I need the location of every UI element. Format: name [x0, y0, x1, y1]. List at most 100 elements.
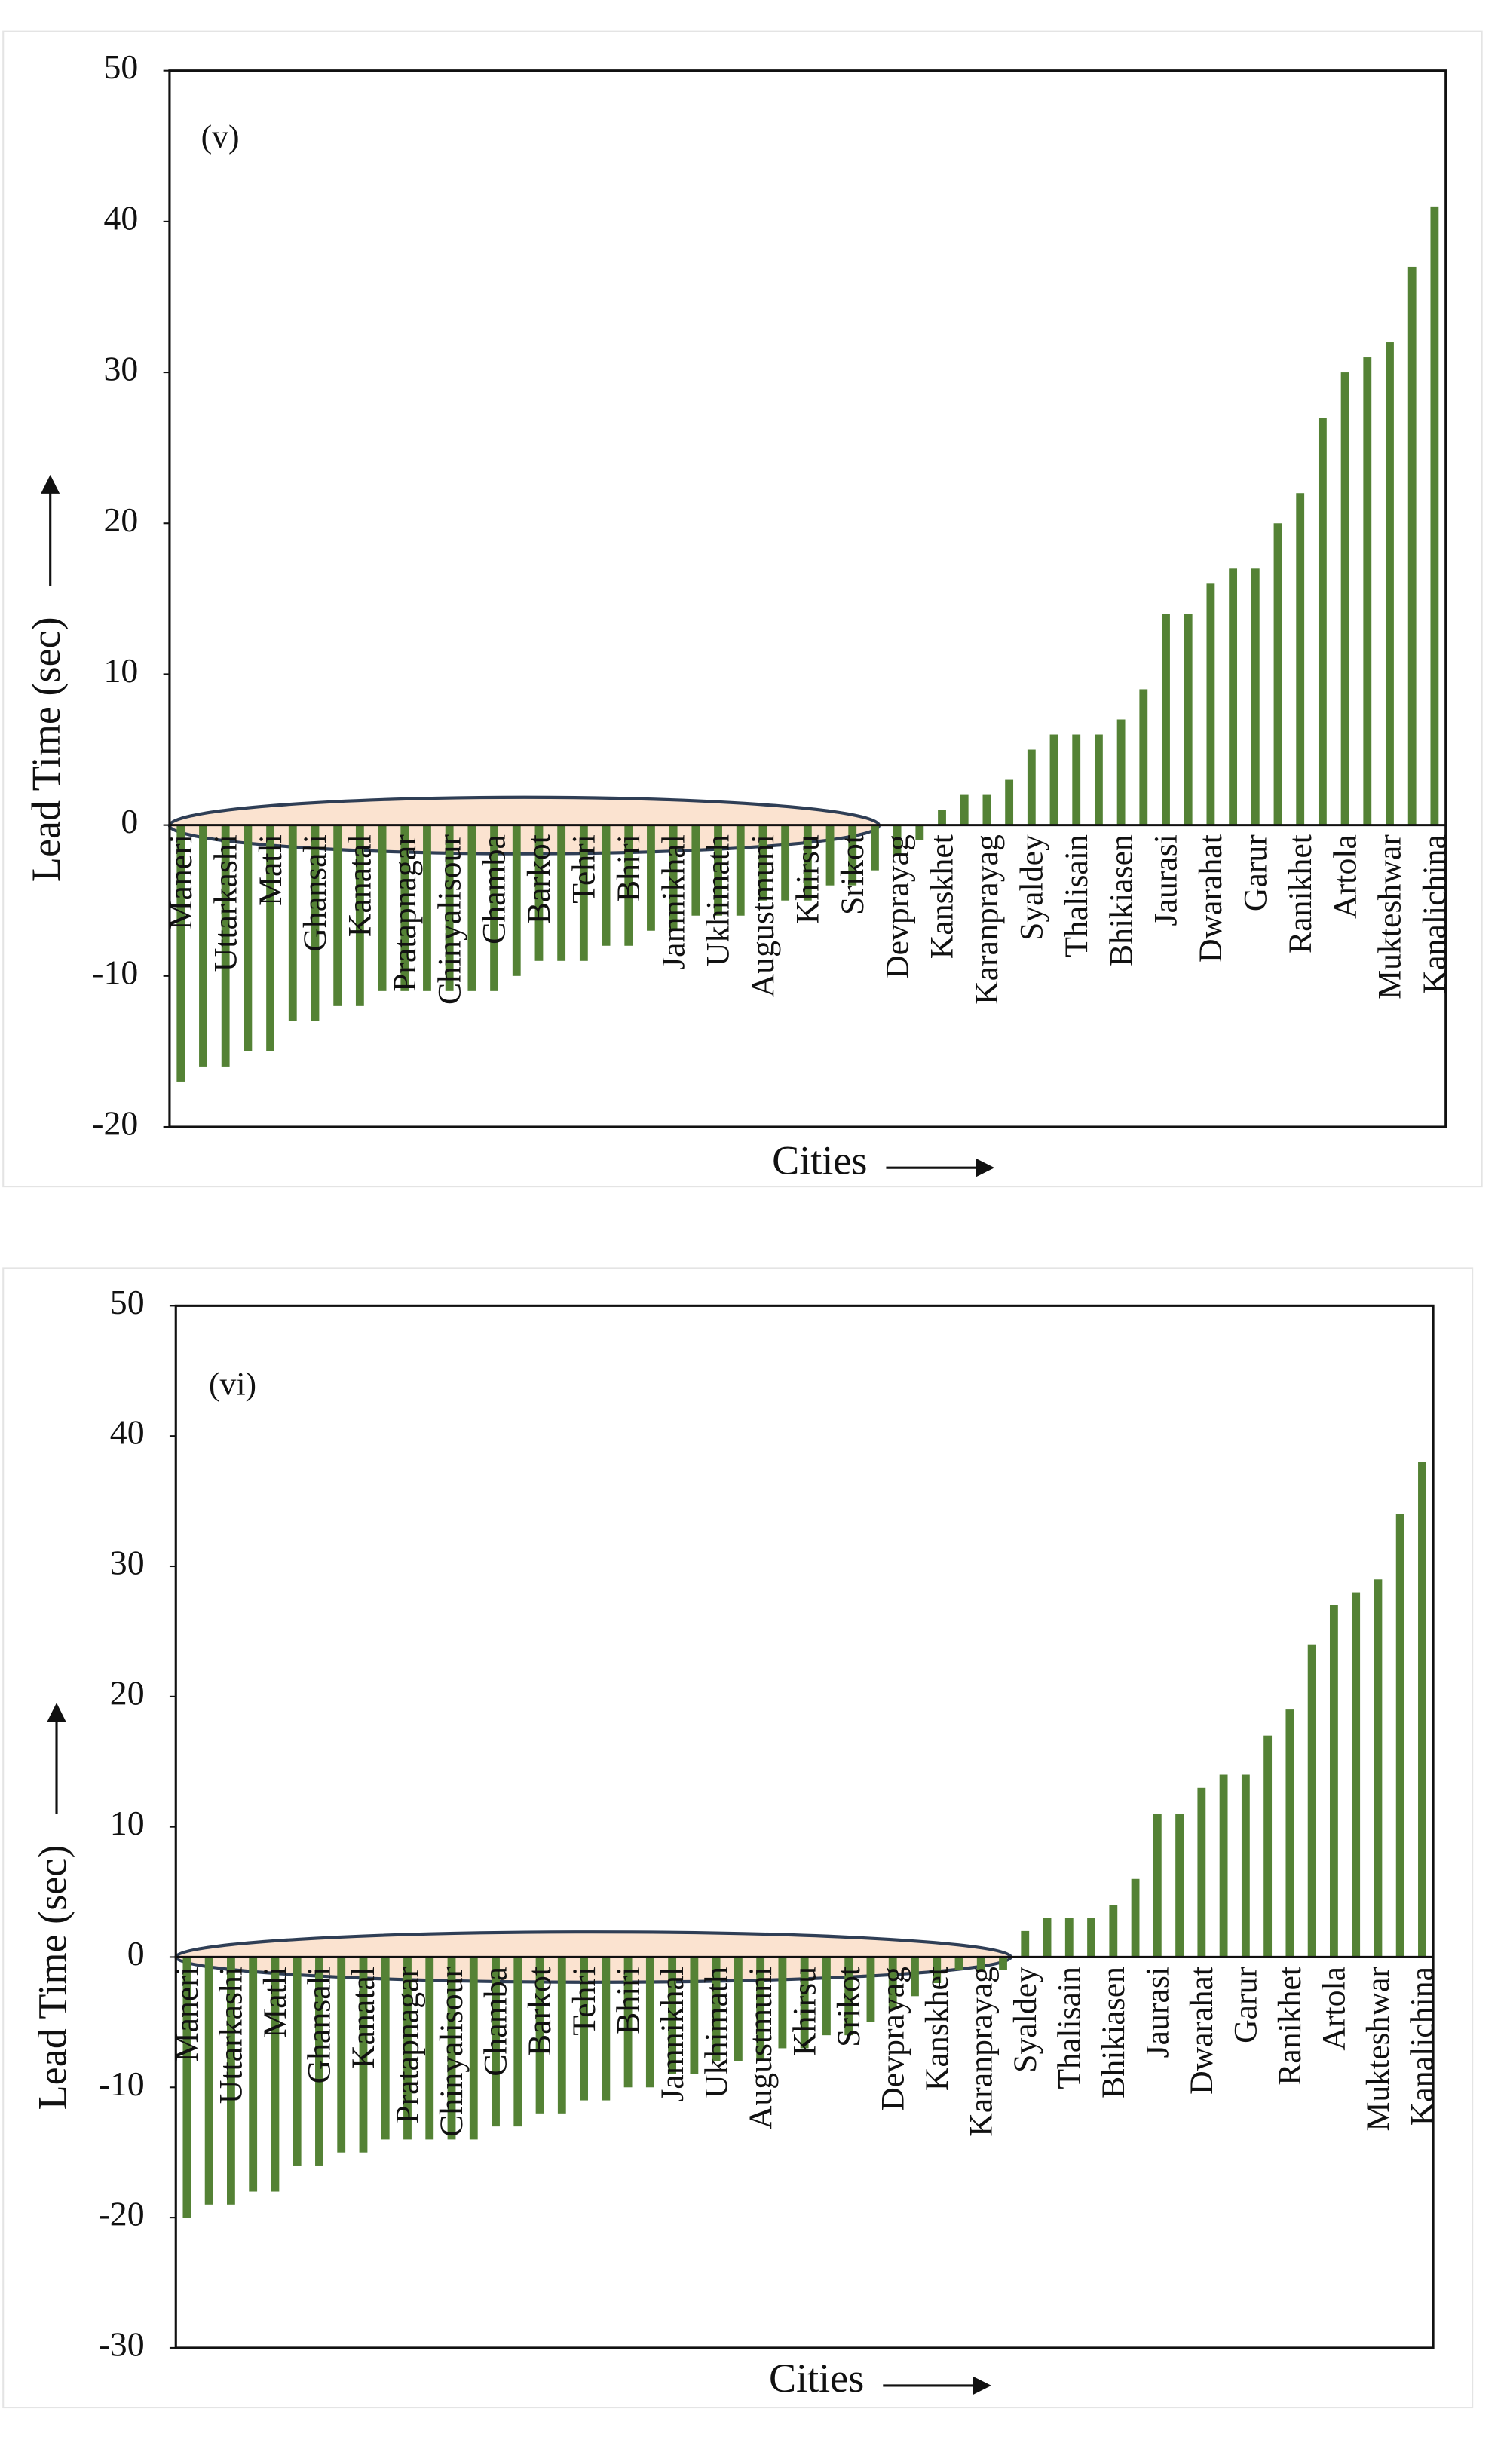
y-tick-label: 20: [103, 500, 138, 539]
x-tick-label: Tehri: [566, 834, 602, 904]
bar: [736, 825, 745, 916]
x-tick-label: Kanskhet: [919, 1967, 955, 2091]
x-tick-label: Ranikhet: [1282, 834, 1319, 953]
x-tick-label: Jamnikhal: [654, 1967, 691, 2102]
bar: [690, 1957, 699, 2074]
bar: [1087, 1918, 1095, 1957]
bar: [960, 794, 969, 825]
bar: [938, 810, 946, 825]
y-tick-label: 50: [103, 47, 138, 86]
bar: [378, 825, 387, 991]
y-tick-label: 10: [103, 651, 138, 690]
x-tick-label: Syaldey: [1007, 1967, 1043, 2073]
bar: [271, 1957, 280, 2192]
x-tick-label: Kanalichina: [1404, 1967, 1441, 2126]
bar: [311, 825, 320, 1021]
bar: [293, 1957, 302, 2166]
bar: [822, 1957, 831, 2036]
x-tick-label: Pratapnagar: [390, 1967, 426, 2124]
bar: [1197, 1787, 1206, 1957]
bar: [1386, 342, 1394, 825]
y-tick-label: 30: [110, 1544, 145, 1582]
bar: [1352, 1592, 1361, 1957]
y-axis-label: Lead Time (sec): [23, 617, 69, 882]
bar: [1273, 523, 1282, 825]
bar: [647, 825, 655, 931]
bar: [288, 825, 297, 1021]
x-tick-label: Barkot: [521, 834, 557, 924]
bar: [1175, 1814, 1184, 1957]
x-tick-label: Kanatal: [342, 834, 378, 937]
bar: [825, 825, 835, 886]
bar: [182, 1957, 191, 2218]
x-tick-label: Chinyalisour: [433, 1967, 470, 2137]
x-tick-label: Kanalichina: [1417, 834, 1453, 993]
bar: [315, 1957, 323, 2166]
bar: [1430, 206, 1439, 825]
y-tick-label: 20: [110, 1673, 145, 1712]
bar: [579, 825, 588, 961]
x-tick-label: Matli: [257, 1967, 293, 2038]
y-tick-label: 30: [103, 350, 138, 388]
bar: [221, 825, 230, 1067]
bar: [557, 1957, 566, 2114]
panel-label: (vi): [209, 1367, 256, 1403]
x-tick-label: Kanskhet: [924, 834, 960, 959]
x-tick-label: Khirsu: [790, 834, 826, 924]
bar: [624, 825, 633, 946]
bar: [337, 1957, 346, 2153]
bar: [668, 1957, 677, 2074]
x-tick-label: Artola: [1327, 834, 1363, 919]
x-tick-label: Syaldey: [1014, 834, 1050, 941]
x-tick-label: Garur: [1237, 834, 1273, 911]
y-tick-label: 0: [127, 1934, 145, 1973]
bar: [1229, 568, 1238, 825]
x-tick-label: Tehri: [566, 1967, 602, 2036]
bar: [1395, 1514, 1404, 1957]
bar: [333, 825, 342, 1006]
bar: [911, 1957, 919, 1997]
bar: [1219, 1774, 1228, 1957]
x-axis-label: Cities: [772, 1137, 867, 1183]
bar: [888, 1957, 897, 2009]
bar: [1329, 1605, 1338, 1957]
bar: [557, 825, 566, 961]
bar: [492, 1957, 500, 2127]
x-tick-label: Garur: [1228, 1967, 1264, 2043]
bar: [1116, 719, 1126, 825]
bar: [204, 1957, 213, 2205]
y-tick-label: 10: [110, 1804, 145, 1842]
bar: [893, 825, 902, 856]
bar: [1021, 1930, 1030, 1957]
x-tick-label: Thalisain: [1051, 1967, 1087, 2089]
bar: [915, 825, 924, 840]
bar: [176, 825, 185, 1082]
bar: [467, 825, 476, 991]
bar: [469, 1957, 478, 2140]
panel-frame: [2, 30, 1483, 1188]
bar: [669, 825, 678, 931]
y-tick-label: -10: [92, 953, 138, 991]
bar: [1251, 568, 1260, 825]
bar: [1162, 614, 1170, 825]
y-tick-label: 0: [121, 802, 138, 840]
x-tick-label: Bhiri: [611, 834, 647, 902]
panel-label: (v): [201, 118, 240, 155]
bar: [1374, 1579, 1383, 1957]
bar: [602, 825, 611, 946]
bar: [1049, 734, 1058, 825]
bar: [999, 1957, 1007, 1970]
x-tick-label: Devprayag: [879, 834, 915, 979]
bar: [1072, 734, 1081, 825]
x-tick-label: Chinyalisour: [431, 834, 467, 1005]
bar: [1363, 357, 1372, 825]
x-tick-label: Karanprayag: [969, 834, 1005, 1005]
x-tick-label: Dwarahat: [1193, 834, 1229, 963]
y-tick-label: -20: [99, 2195, 145, 2233]
x-tick-label: Bhiri: [610, 1967, 646, 2034]
bar: [1139, 689, 1148, 825]
x-tick-label: Jaurasi: [1148, 834, 1184, 926]
bar: [423, 825, 431, 991]
bar: [199, 825, 207, 1067]
